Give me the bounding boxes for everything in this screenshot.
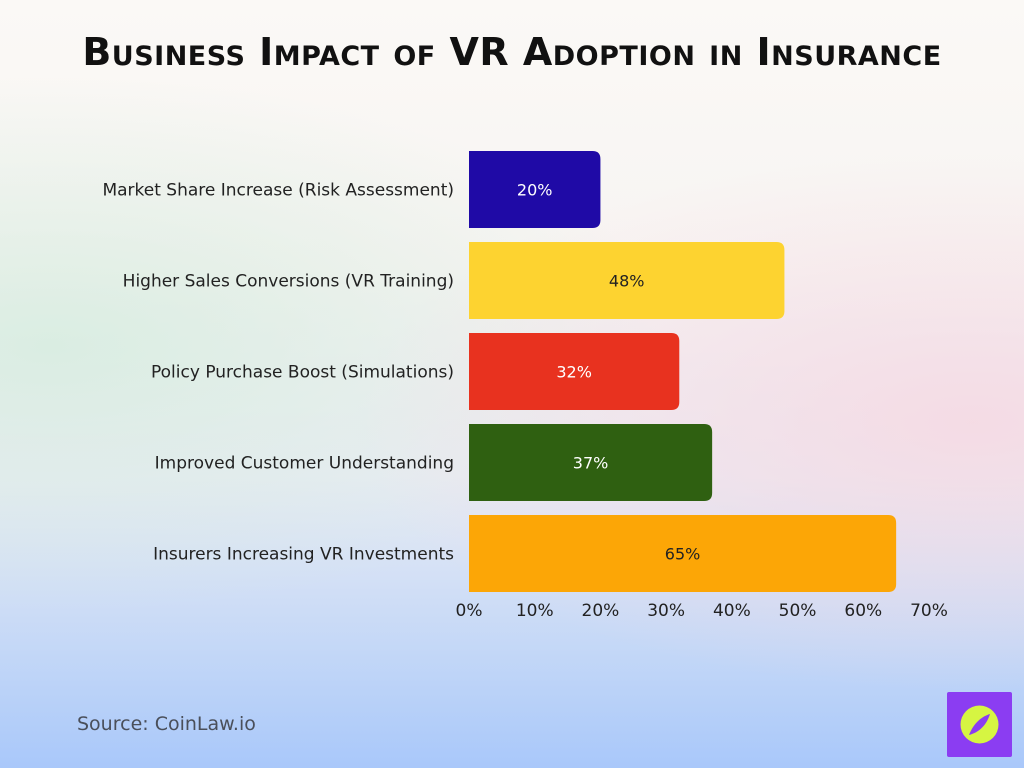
bar-chart: Market Share Increase (Risk Assessment) H…: [102, 151, 948, 621]
bar: [469, 515, 897, 592]
bars-group: [469, 151, 897, 592]
category-labels-group: Market Share Increase (Risk Assessment) H…: [102, 181, 454, 565]
category-label: Policy Purchase Boost (Simulations): [151, 363, 454, 383]
bar-value-label: 48%: [609, 272, 645, 291]
bar: [469, 151, 601, 228]
bar-value-label: 65%: [665, 545, 701, 564]
bar: [469, 424, 713, 501]
x-tick-label: 0%: [456, 601, 483, 621]
source-label: Source: CoinLaw.io: [77, 713, 256, 735]
bar: [469, 242, 785, 319]
bar-value-label: 37%: [573, 454, 609, 473]
category-label: Improved Customer Understanding: [155, 454, 454, 474]
bar-value-label: 20%: [517, 181, 553, 200]
category-label: Higher Sales Conversions (VR Training): [123, 272, 454, 292]
x-tick-label: 30%: [647, 601, 685, 621]
x-tick-label: 60%: [844, 601, 882, 621]
value-labels-group: 20% 48% 32% 37% 65%: [517, 181, 700, 564]
category-label: Insurers Increasing VR Investments: [153, 545, 454, 565]
x-tick-label: 50%: [779, 601, 817, 621]
x-tick-label: 20%: [582, 601, 620, 621]
chart-title: Business Impact of VR Adoption in Insura…: [82, 30, 942, 74]
category-label: Market Share Increase (Risk Assessment): [102, 181, 454, 201]
x-axis-ticks-group: 0% 10% 20% 30% 40% 50% 60% 70%: [456, 601, 948, 621]
bar-value-label: 32%: [556, 363, 592, 382]
bar: [469, 333, 680, 410]
x-tick-label: 10%: [516, 601, 554, 621]
x-tick-label: 40%: [713, 601, 751, 621]
x-tick-label: 70%: [910, 601, 948, 621]
compass-icon: [947, 692, 1012, 757]
